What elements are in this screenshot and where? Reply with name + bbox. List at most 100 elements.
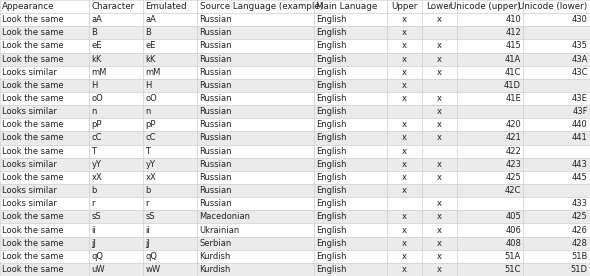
Bar bbox=[387, 105, 422, 118]
Text: x: x bbox=[402, 120, 407, 129]
Bar bbox=[143, 263, 197, 276]
Bar bbox=[197, 0, 314, 13]
Text: xX: xX bbox=[146, 173, 156, 182]
Text: 41D: 41D bbox=[504, 81, 521, 90]
Text: English: English bbox=[316, 199, 346, 208]
Bar bbox=[89, 224, 143, 237]
Bar bbox=[143, 39, 197, 52]
Bar bbox=[422, 171, 457, 184]
Bar bbox=[0, 105, 89, 118]
Text: x: x bbox=[402, 265, 407, 274]
Bar bbox=[197, 171, 314, 184]
Text: x: x bbox=[402, 212, 407, 221]
Text: n: n bbox=[91, 107, 97, 116]
Bar bbox=[314, 131, 387, 145]
Bar bbox=[197, 52, 314, 66]
Text: Look the same: Look the same bbox=[2, 265, 64, 274]
Bar bbox=[422, 197, 457, 210]
Text: wW: wW bbox=[146, 265, 160, 274]
Bar bbox=[197, 237, 314, 250]
Bar bbox=[314, 66, 387, 79]
Text: Upper: Upper bbox=[391, 2, 418, 11]
Bar bbox=[422, 237, 457, 250]
Text: 425: 425 bbox=[572, 212, 588, 221]
Text: b: b bbox=[146, 186, 151, 195]
Text: Look the same: Look the same bbox=[2, 225, 64, 235]
Text: Russian: Russian bbox=[199, 68, 232, 77]
Bar bbox=[523, 66, 590, 79]
Bar bbox=[197, 26, 314, 39]
Bar bbox=[457, 158, 523, 171]
Text: x: x bbox=[402, 81, 407, 90]
Text: oO: oO bbox=[146, 94, 158, 103]
Bar bbox=[143, 118, 197, 131]
Bar bbox=[457, 118, 523, 131]
Bar bbox=[523, 13, 590, 26]
Bar bbox=[523, 52, 590, 66]
Text: 410: 410 bbox=[505, 15, 521, 24]
Text: ii: ii bbox=[91, 225, 96, 235]
Bar bbox=[197, 263, 314, 276]
Bar bbox=[523, 224, 590, 237]
Bar bbox=[197, 145, 314, 158]
Text: English: English bbox=[316, 41, 346, 51]
Bar bbox=[197, 184, 314, 197]
Bar bbox=[314, 250, 387, 263]
Text: English: English bbox=[316, 81, 346, 90]
Text: B: B bbox=[146, 28, 152, 37]
Text: Unicode (lower): Unicode (lower) bbox=[519, 2, 588, 11]
Text: Look the same: Look the same bbox=[2, 94, 64, 103]
Text: mM: mM bbox=[146, 68, 161, 77]
Bar bbox=[422, 105, 457, 118]
Bar bbox=[387, 158, 422, 171]
Bar bbox=[0, 13, 89, 26]
Text: English: English bbox=[316, 55, 346, 64]
Text: Russian: Russian bbox=[199, 107, 232, 116]
Bar bbox=[143, 0, 197, 13]
Text: x: x bbox=[437, 160, 442, 169]
Text: H: H bbox=[146, 81, 152, 90]
Text: x: x bbox=[437, 252, 442, 261]
Text: 412: 412 bbox=[505, 28, 521, 37]
Text: qQ: qQ bbox=[91, 252, 103, 261]
Bar bbox=[422, 52, 457, 66]
Bar bbox=[197, 197, 314, 210]
Bar bbox=[314, 118, 387, 131]
Text: 51B: 51B bbox=[571, 252, 588, 261]
Text: x: x bbox=[437, 41, 442, 51]
Bar bbox=[457, 145, 523, 158]
Bar bbox=[457, 250, 523, 263]
Text: 41C: 41C bbox=[504, 68, 521, 77]
Text: Russian: Russian bbox=[199, 186, 232, 195]
Text: Look the same: Look the same bbox=[2, 134, 64, 142]
Bar bbox=[523, 158, 590, 171]
Bar bbox=[457, 197, 523, 210]
Text: aA: aA bbox=[91, 15, 102, 24]
Bar bbox=[422, 184, 457, 197]
Bar bbox=[0, 52, 89, 66]
Text: x: x bbox=[437, 225, 442, 235]
Text: 43F: 43F bbox=[572, 107, 588, 116]
Bar bbox=[314, 79, 387, 92]
Bar bbox=[387, 66, 422, 79]
Text: 43C: 43C bbox=[571, 68, 588, 77]
Bar bbox=[422, 224, 457, 237]
Text: 421: 421 bbox=[505, 134, 521, 142]
Bar bbox=[457, 92, 523, 105]
Text: x: x bbox=[402, 147, 407, 156]
Bar bbox=[197, 210, 314, 224]
Bar bbox=[523, 184, 590, 197]
Text: Ukrainian: Ukrainian bbox=[199, 225, 240, 235]
Bar bbox=[0, 26, 89, 39]
Text: x: x bbox=[437, 173, 442, 182]
Text: cC: cC bbox=[91, 134, 102, 142]
Bar bbox=[457, 105, 523, 118]
Bar bbox=[197, 105, 314, 118]
Bar bbox=[314, 224, 387, 237]
Text: x: x bbox=[402, 68, 407, 77]
Bar bbox=[89, 263, 143, 276]
Text: 428: 428 bbox=[572, 239, 588, 248]
Bar bbox=[143, 79, 197, 92]
Text: 51C: 51C bbox=[504, 265, 521, 274]
Text: x: x bbox=[437, 68, 442, 77]
